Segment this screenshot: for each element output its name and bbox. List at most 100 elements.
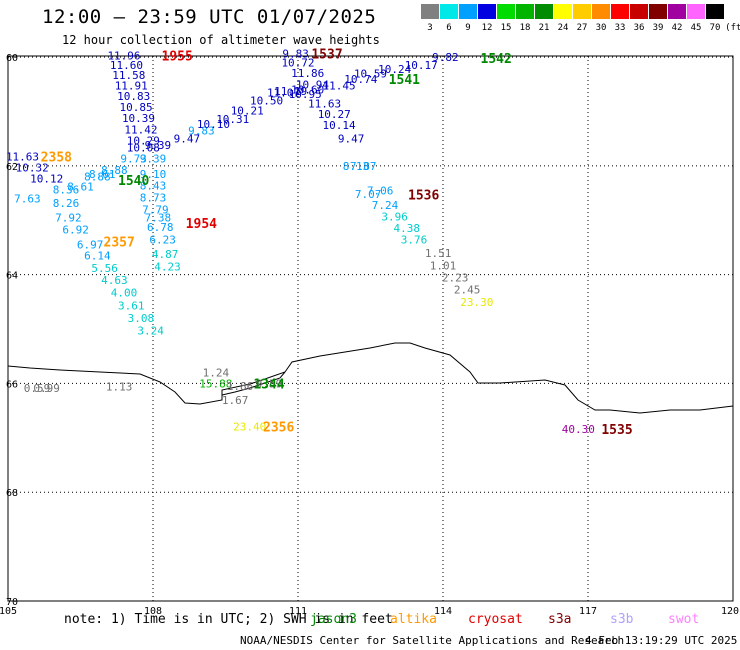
legend-label: 24 <box>557 23 569 33</box>
wave-height-value: 10.39 <box>122 112 155 125</box>
legend-swatch <box>706 4 724 19</box>
wave-height-value: 10.29 <box>127 134 160 147</box>
satellite-legend-item: jason3 <box>310 612 357 627</box>
pass-time-label: 2358 <box>41 151 72 166</box>
satellite-legend-item: s3b <box>610 612 634 627</box>
legend-swatch <box>459 4 477 19</box>
wave-height-value: 7.06 <box>367 184 394 197</box>
wave-height-value: 10.50 <box>250 95 283 108</box>
wave-height-value: 3.08 <box>128 312 155 325</box>
wave-height-value: 3.76 <box>401 233 428 246</box>
wave-height-value: 10.27 <box>318 108 351 121</box>
satellite-legend-item: altika <box>390 612 437 627</box>
wave-height-value: 8.61 <box>67 181 94 194</box>
lon-tick-label: 117 <box>579 606 597 617</box>
satellite-legend-item: s3a <box>548 612 572 627</box>
legend-swatch <box>535 4 553 19</box>
wave-height-value: 9.39 <box>145 139 172 152</box>
wave-height-value: 4.23 <box>154 260 181 273</box>
wave-height-value: 11.96 <box>107 49 140 62</box>
wave-height-value: 3.96 <box>381 210 408 223</box>
lat-tick-label: 68 <box>6 488 18 499</box>
wave-height-value: 9.47 <box>174 133 201 146</box>
wave-height-value: 10.60 <box>291 84 324 97</box>
wave-height-value: 8.61 <box>89 168 116 181</box>
lon-tick-label: 105 <box>0 606 17 617</box>
wave-height-value: 10.59 <box>354 67 387 80</box>
wave-height-value: 1.01 <box>430 259 457 272</box>
legend-swatch <box>611 4 629 19</box>
wave-height-value: 7.79 <box>142 203 169 216</box>
legend-label: 30 <box>595 23 607 33</box>
wave-height-value: 11.60 <box>110 59 143 72</box>
wave-height-value: 6.78 <box>147 221 174 234</box>
legend-swatch <box>497 4 515 19</box>
lat-tick-label: 60 <box>6 53 18 64</box>
wave-height-value: 8.88 <box>101 164 128 177</box>
wave-height-value: 10.08 <box>127 141 160 154</box>
wave-height-value: 7.87 <box>350 160 377 173</box>
wave-height-value: 10.14 <box>323 119 356 132</box>
pass-time-label: 1954 <box>186 217 217 232</box>
wave-height-value: 11.58 <box>112 69 145 82</box>
wave-height-value: 9.83 <box>282 47 309 60</box>
wave-height-value: 3.24 <box>137 325 164 338</box>
legend-swatch <box>478 4 496 19</box>
legend-swatch <box>592 4 610 19</box>
lon-tick-label: 108 <box>144 606 162 617</box>
wave-height-value: 4.38 <box>394 222 421 235</box>
wave-height-value: 11.63 <box>308 97 341 110</box>
wave-height-value: 10.12 <box>30 172 63 185</box>
wave-height-value: 1.51 <box>425 247 452 260</box>
legend-swatch <box>668 4 686 19</box>
wave-height-value: 1.67 <box>222 394 249 407</box>
legend-label: 15 <box>500 23 512 33</box>
legend-label: 21 <box>538 23 550 33</box>
lat-tick-label: 62 <box>6 162 18 173</box>
credit-line: NOAA/NESDIS Center for Satellite Applica… <box>240 634 625 647</box>
pass-time-label: 1537 <box>311 47 342 62</box>
pass-time-label: 1955 <box>162 49 193 64</box>
legend-label: 18 <box>519 23 531 33</box>
lon-tick-label: 111 <box>289 606 307 617</box>
wave-height-value: 6.92 <box>62 224 89 237</box>
legend-label: 3 <box>427 23 433 33</box>
lat-tick-label: 66 <box>6 379 18 390</box>
pass-time-label: 1344 <box>253 377 284 392</box>
wave-height-value: 4.00 <box>111 287 138 300</box>
wave-height-value: 10.21 <box>231 104 264 117</box>
legend-label: 33 <box>614 23 626 33</box>
wave-height-value: 8.26 <box>53 197 80 210</box>
legend-label: 12 <box>481 23 493 33</box>
wave-height-value: 9.82 <box>432 51 459 64</box>
wave-height-value: 7.07 <box>355 188 382 201</box>
legend-label: 42 <box>671 23 683 33</box>
lat-tick-label: 64 <box>6 271 18 282</box>
wave-height-value: 9.83 <box>188 125 215 138</box>
wave-height-value: 9.47 <box>338 133 365 146</box>
wave-height-value: 8.13 <box>343 160 370 173</box>
legend-swatch <box>440 4 458 19</box>
wave-height-value: 11.91 <box>115 79 148 92</box>
wave-height-value: 40.30 <box>562 423 595 436</box>
wave-height-value: 4.63 <box>101 274 128 287</box>
wave-height-value: 7.38 <box>145 212 172 225</box>
wave-height-value: 6.14 <box>84 250 111 263</box>
legend-swatch <box>630 4 648 19</box>
legend-label: 70 <box>709 23 721 33</box>
wave-height-value: 10.31 <box>216 113 249 126</box>
wave-height-value: 11.45 <box>323 79 356 92</box>
pass-time-label: 1535 <box>601 423 632 438</box>
wave-height-value: 8.36 <box>53 183 80 196</box>
lat-tick-label: 70 <box>6 597 18 608</box>
map-subtitle: 12 hour collection of altimeter wave hei… <box>62 33 380 47</box>
wave-height-value: 1.13 <box>106 381 133 394</box>
lon-tick-label: 114 <box>434 606 452 617</box>
wave-height-value: 10.17 <box>405 59 438 72</box>
wave-height-value: 10.32 <box>16 162 49 175</box>
legend-swatch <box>573 4 591 19</box>
wave-height-value: 10.85 <box>120 101 153 114</box>
wave-height-value: 2.45 <box>454 283 481 296</box>
satellite-legend-item: cryosat <box>468 612 523 627</box>
